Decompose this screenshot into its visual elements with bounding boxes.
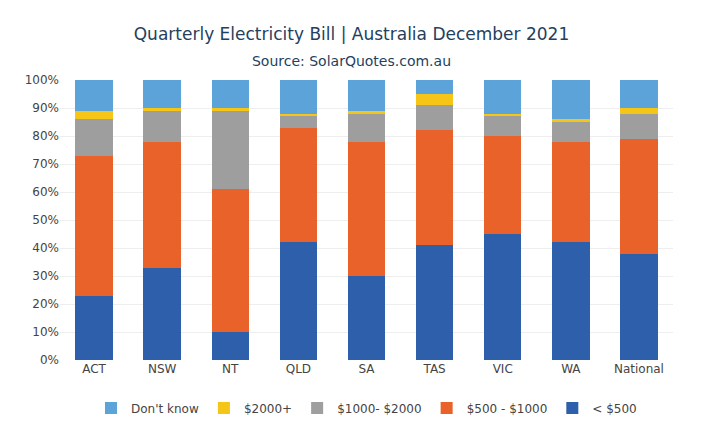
svg-text:TAS: TAS: [422, 362, 445, 376]
svg-text:VIC: VIC: [493, 362, 513, 376]
svg-text:70%: 70%: [32, 157, 59, 171]
svg-text:NSW: NSW: [148, 362, 177, 376]
svg-text:$2000+: $2000+: [244, 402, 292, 416]
svg-text:30%: 30%: [32, 269, 59, 283]
svg-text:90%: 90%: [32, 101, 59, 115]
svg-text:< $500: < $500: [592, 402, 636, 416]
svg-text:50%: 50%: [32, 213, 59, 227]
svg-text:Quarterly Electricity Bill | A: Quarterly Electricity Bill | Australia D…: [134, 24, 570, 44]
svg-text:NT: NT: [222, 362, 239, 376]
svg-text:WA: WA: [561, 362, 581, 376]
svg-text:QLD: QLD: [286, 362, 311, 376]
svg-text:60%: 60%: [32, 185, 59, 199]
svg-text:ACT: ACT: [82, 362, 106, 376]
svg-text:National: National: [614, 362, 664, 376]
svg-text:SA: SA: [358, 362, 375, 376]
svg-text:$1000- $2000: $1000- $2000: [337, 402, 422, 416]
svg-text:$500 - $1000: $500 - $1000: [467, 402, 548, 416]
svg-text:0%: 0%: [40, 353, 59, 367]
svg-text:40%: 40%: [32, 241, 59, 255]
svg-text:10%: 10%: [32, 325, 59, 339]
svg-text:20%: 20%: [32, 297, 59, 311]
svg-text:100%: 100%: [25, 73, 59, 87]
svg-text:80%: 80%: [32, 129, 59, 143]
svg-text:Don't know: Don't know: [131, 402, 199, 416]
svg-text:Source: SolarQuotes.com.au: Source: SolarQuotes.com.au: [252, 53, 451, 69]
